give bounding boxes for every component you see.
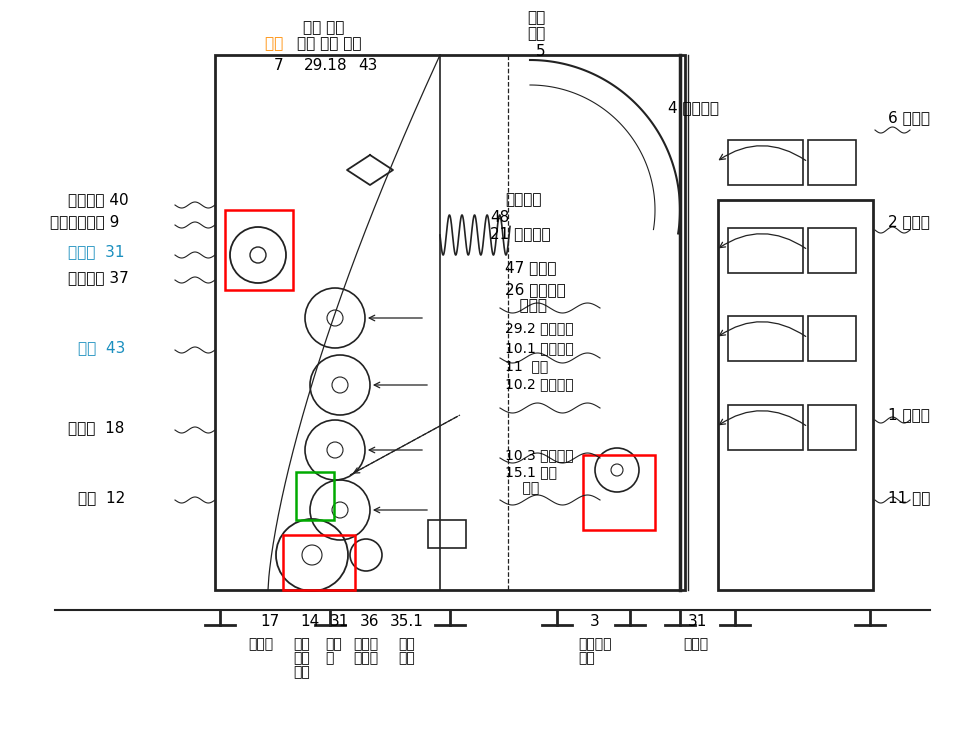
- Text: 牵拉供料: 牵拉供料: [577, 637, 611, 651]
- Text: 控制: 控制: [398, 637, 415, 651]
- Text: 7: 7: [274, 58, 284, 73]
- Text: 5: 5: [535, 44, 545, 59]
- Text: 15.1 输送: 15.1 输送: [505, 465, 556, 479]
- Text: 47 吸纱枪: 47 吸纱枪: [505, 261, 556, 276]
- Text: 供料轴  31: 供料轴 31: [67, 245, 124, 260]
- Text: 48: 48: [490, 210, 509, 225]
- Text: 14: 14: [299, 614, 319, 629]
- Bar: [225, 210, 292, 290]
- Text: 17: 17: [260, 614, 279, 629]
- Text: 装置: 装置: [577, 651, 595, 665]
- Text: 装置: 装置: [398, 651, 415, 665]
- Bar: [215, 55, 685, 590]
- Text: 供应源: 供应源: [505, 298, 547, 313]
- Text: 操作单元 40: 操作单元 40: [67, 192, 128, 207]
- Text: 29.2 导向通道: 29.2 导向通道: [505, 321, 573, 335]
- Bar: [717, 200, 872, 590]
- Text: 装置: 装置: [292, 665, 309, 679]
- Text: 43: 43: [358, 58, 377, 73]
- Bar: [283, 535, 355, 590]
- Bar: [427, 520, 466, 548]
- Text: 8: 8: [336, 58, 346, 73]
- Bar: [728, 140, 802, 185]
- Text: 29.1: 29.1: [304, 58, 337, 73]
- Bar: [807, 316, 855, 361]
- Text: 摩擦辊: 摩擦辊: [247, 637, 273, 651]
- Text: 11 纱线: 11 纱线: [887, 490, 929, 505]
- Text: 供料轴: 供料轴: [683, 637, 707, 651]
- Text: 输送装置 37: 输送装置 37: [67, 270, 129, 285]
- Text: 10.3 卷绕装置: 10.3 卷绕装置: [505, 448, 573, 462]
- Bar: [728, 405, 802, 450]
- Text: 气管道: 气管道: [353, 651, 378, 665]
- Text: 11  纱线: 11 纱线: [505, 359, 548, 373]
- Text: 轴: 轴: [325, 651, 333, 665]
- Text: 供料: 供料: [325, 637, 341, 651]
- Text: 35.1: 35.1: [389, 614, 423, 629]
- Text: 定形: 定形: [292, 637, 309, 651]
- Text: 通道 装置 导轨: 通道 装置 导轨: [296, 37, 361, 52]
- Text: 31: 31: [330, 614, 349, 629]
- Text: 导向 变形: 导向 变形: [302, 20, 344, 35]
- Text: 导走软管: 导走软管: [505, 192, 541, 207]
- Text: 装置: 装置: [505, 481, 539, 495]
- Text: 31: 31: [688, 614, 707, 629]
- Text: 机架: 机架: [265, 37, 288, 52]
- Text: 26 压缩空气: 26 压缩空气: [505, 282, 565, 297]
- Text: 2 给纱筒: 2 给纱筒: [887, 215, 929, 230]
- Text: 导轨  43: 导轨 43: [78, 340, 125, 355]
- Text: 3: 3: [590, 614, 600, 629]
- Text: 纱筒  12: 纱筒 12: [78, 490, 125, 505]
- Text: 筒支架  18: 筒支架 18: [67, 421, 124, 436]
- Bar: [728, 316, 802, 361]
- Bar: [807, 405, 855, 450]
- Text: 4 加热装置: 4 加热装置: [667, 101, 718, 116]
- Text: 36: 36: [360, 614, 379, 629]
- Text: 10.2 卷绕装置: 10.2 卷绕装置: [505, 377, 573, 391]
- Bar: [807, 228, 855, 273]
- Text: 10.1 卷绕装置: 10.1 卷绕装置: [505, 341, 573, 355]
- Text: 冷却: 冷却: [526, 11, 545, 26]
- Bar: [807, 140, 855, 185]
- Bar: [728, 228, 802, 273]
- Text: 拉伸输送装置 9: 拉伸输送装置 9: [50, 215, 119, 230]
- Text: 供料: 供料: [292, 651, 309, 665]
- Bar: [583, 455, 654, 530]
- Text: 6 筒子架: 6 筒子架: [887, 110, 929, 125]
- Text: 压缩空: 压缩空: [353, 637, 378, 651]
- Text: 1 给纱点: 1 给纱点: [887, 408, 929, 423]
- Text: 装置: 装置: [526, 26, 545, 41]
- Bar: [295, 472, 333, 520]
- Text: 21 操作通道: 21 操作通道: [490, 227, 550, 242]
